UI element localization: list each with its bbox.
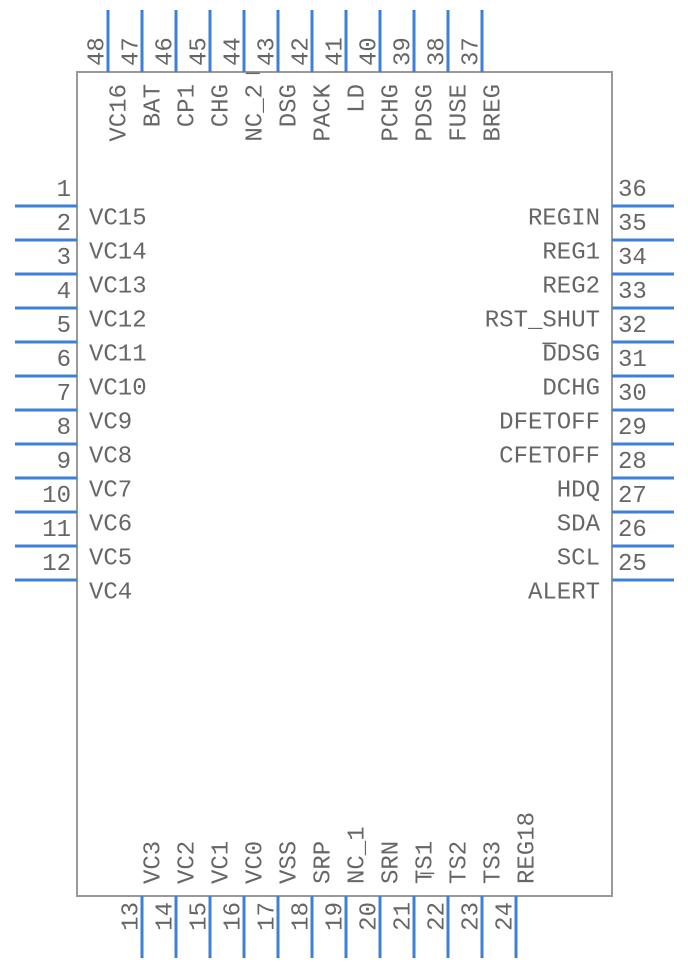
pin-39-number: 39: [390, 37, 417, 66]
pin-15-number: 15: [186, 902, 213, 931]
pin-6-name: VC10: [89, 375, 147, 402]
pin-35-name: REG1: [542, 239, 600, 266]
pin-12-name: VC4: [89, 579, 132, 606]
pin-46-name: CP1: [174, 84, 201, 127]
ic-body: [77, 72, 612, 896]
pin-28-name: HDQ: [557, 477, 600, 504]
pin-24-name: REG18: [514, 812, 541, 884]
pin-24-number: 24: [492, 902, 519, 931]
pin-6-number: 6: [57, 347, 71, 374]
pin-31-number: 31: [618, 347, 647, 374]
pin-34-number: 34: [618, 245, 647, 272]
pin-17-number: 17: [254, 902, 281, 931]
pin-13-number: 13: [118, 902, 145, 931]
pin-19-number: 19: [322, 902, 349, 931]
pin-16-number: 16: [220, 902, 247, 931]
pin-36-name: REGIN: [528, 205, 600, 232]
pin-20-number: 20: [356, 902, 383, 931]
pin-29-number: 29: [618, 415, 647, 442]
pin-26-number: 26: [618, 517, 647, 544]
pin-41-number: 41: [322, 37, 349, 66]
pin-34-name: REG2: [542, 273, 600, 300]
pin-42-number: 42: [288, 37, 315, 66]
pin-38-name: FUSE: [446, 84, 473, 142]
pin-36-number: 36: [618, 177, 647, 204]
pin-5-name: VC11: [89, 341, 147, 368]
pin-1-number: 1: [57, 177, 71, 204]
pin-10-name: VC6: [89, 511, 132, 538]
pin-38-number: 38: [424, 37, 451, 66]
pin-14-name: VC2: [174, 841, 201, 884]
pin-21-name: TS1: [412, 841, 439, 884]
pin-29-name: CFETOFF: [499, 443, 600, 470]
pin-11-number: 11: [42, 517, 71, 544]
pin-2-name: VC14: [89, 239, 147, 266]
pin-7-number: 7: [57, 381, 71, 408]
pin-2-number: 2: [57, 211, 71, 238]
pin-33-name: RST_SHUT: [485, 307, 600, 334]
pin-25-name: ALERT: [528, 579, 600, 606]
pin-23-number: 23: [458, 902, 485, 931]
pin-35-number: 35: [618, 211, 647, 238]
pin-27-number: 27: [618, 483, 647, 510]
ic-pinout-diagram: 1VC152VC143VC134VC125VC116VC107VC98VC89V…: [0, 0, 688, 968]
pin-27-name: SDA: [557, 511, 601, 538]
pin-46-number: 46: [152, 37, 179, 66]
pin-48-number: 48: [84, 37, 111, 66]
pin-43-number: 43: [254, 37, 281, 66]
pin-45-name: CHG: [208, 84, 235, 127]
pin-17-name: VSS: [276, 841, 303, 884]
pin-8-number: 8: [57, 415, 71, 442]
pin-28-number: 28: [618, 449, 647, 476]
pin-18-number: 18: [288, 902, 315, 931]
pin-25-number: 25: [618, 551, 647, 578]
pin-32-number: 32: [618, 313, 647, 340]
pin-39-name: PDSG: [412, 84, 439, 142]
pin-18-name: SRP: [310, 841, 337, 884]
pin-11-name: VC5: [89, 545, 132, 572]
pin-41-name: LD: [344, 84, 371, 113]
pin-44-name: NC_2: [242, 84, 269, 142]
pin-47-name: BAT: [140, 84, 167, 127]
pin-4-number: 4: [57, 279, 71, 306]
pin-9-number: 9: [57, 449, 71, 476]
pin-3-name: VC13: [89, 273, 147, 300]
pin-23-name: TS3: [480, 841, 507, 884]
pin-43-name: DSG: [276, 84, 303, 127]
pin-12-number: 12: [42, 551, 71, 578]
pin-20-name: SRN: [378, 841, 405, 884]
pin-8-name: VC8: [89, 443, 132, 470]
pin-15-name: VC1: [208, 841, 235, 884]
pin-5-number: 5: [57, 313, 71, 340]
pin-40-number: 40: [356, 37, 383, 66]
pin-4-name: VC12: [89, 307, 147, 334]
pin-13-name: VC3: [140, 841, 167, 884]
pin-14-number: 14: [152, 902, 179, 931]
pin-48-name: VC16: [106, 84, 133, 142]
pin-26-name: SCL: [557, 545, 600, 572]
pin-37-number: 37: [458, 37, 485, 66]
pin-30-name: DFETOFF: [499, 409, 600, 436]
pin-40-name: PCHG: [378, 84, 405, 142]
pin-22-name: TS2: [446, 841, 473, 884]
pin-21-number: 21: [390, 902, 417, 931]
pin-22-number: 22: [424, 902, 451, 931]
pin-42-name: PACK: [310, 83, 337, 141]
pin-19-name: NC_1: [344, 826, 371, 884]
pin-33-number: 33: [618, 279, 647, 306]
pin-9-name: VC7: [89, 477, 132, 504]
pin-44-number: 44: [220, 37, 247, 66]
pin-10-number: 10: [42, 483, 71, 510]
pin-30-number: 30: [618, 381, 647, 408]
pin-7-name: VC9: [89, 409, 132, 436]
pin-32-name: DDSG: [542, 341, 600, 368]
pin-47-number: 47: [118, 37, 145, 66]
pin-1-name: VC15: [89, 205, 147, 232]
pin-37-name: BREG: [480, 84, 507, 142]
pin-31-name: DCHG: [542, 375, 600, 402]
pin-45-number: 45: [186, 37, 213, 66]
pin-16-name: VC0: [242, 841, 269, 884]
pin-3-number: 3: [57, 245, 71, 272]
